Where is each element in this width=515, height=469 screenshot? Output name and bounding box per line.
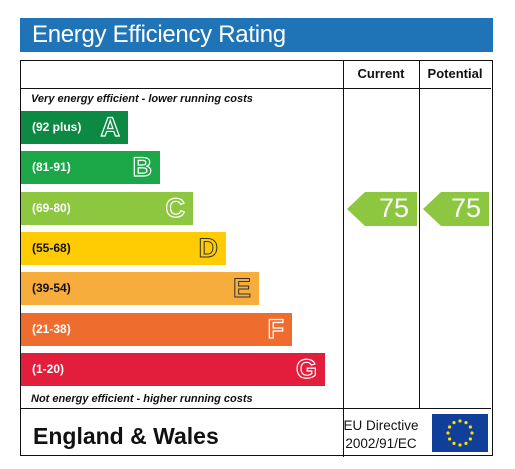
title-bar: Energy Efficiency Rating <box>20 18 493 52</box>
band-c: (69-80) C <box>21 191 193 225</box>
band-letter: G <box>295 353 317 384</box>
eu-star-icon <box>446 431 450 435</box>
column-divider <box>419 61 420 409</box>
band-e: (39-54) E <box>21 272 259 306</box>
potential-rating-arrow: 75 <box>423 192 489 226</box>
eu-star-icon <box>468 437 472 441</box>
eu-star-icon <box>452 421 456 425</box>
potential-arrow-shape <box>423 192 489 226</box>
eu-star-icon <box>448 437 452 441</box>
band-range-label: (39-54) <box>32 281 71 296</box>
eu-star-icon <box>464 441 468 445</box>
band-letter: A <box>100 111 121 142</box>
page-title: Energy Efficiency Rating <box>32 21 286 48</box>
potential-column-header: Potential <box>427 66 483 81</box>
row-divider <box>21 408 491 409</box>
current-rating-value: 75 <box>378 193 409 223</box>
eu-directive: EU Directive 2002/91/EC <box>333 417 429 453</box>
band-letter: C <box>165 192 186 223</box>
band-f: (21-38) F <box>21 312 292 346</box>
eu-star-icon <box>468 425 472 429</box>
band-b: (81-91) B <box>21 151 160 185</box>
eu-star-icon <box>452 441 456 445</box>
band-range-label: (81-91) <box>32 160 71 175</box>
band-range-label: (69-80) <box>32 200 71 215</box>
band-a: (92 plus) A <box>21 111 128 144</box>
band-range-label: (1-20) <box>32 361 65 376</box>
band-d: (55-68) D <box>21 231 226 265</box>
current-column-header: Current <box>357 66 405 81</box>
eu-star-icon <box>470 431 474 435</box>
column-divider <box>343 61 344 457</box>
eu-flag-icon <box>432 414 488 452</box>
band-letter: E <box>232 273 251 304</box>
current-rating-arrow: 75 <box>347 192 417 226</box>
top-note: Very energy efficient - lower running co… <box>31 93 253 105</box>
eu-star-icon <box>458 443 462 447</box>
bottom-note: Not energy efficient - higher running co… <box>31 393 253 405</box>
row-divider <box>21 88 491 89</box>
directive-line-2: 2002/91/EC <box>345 436 417 451</box>
potential-rating-value: 75 <box>450 193 481 223</box>
current-arrow-shape <box>347 192 417 226</box>
band-g: (1-20) G <box>21 352 325 386</box>
band-range-label: (92 plus) <box>32 120 82 134</box>
band-range-label: (55-68) <box>32 240 71 255</box>
eu-star-icon <box>448 425 452 429</box>
directive-line-1: EU Directive <box>343 418 419 433</box>
band-letter: F <box>267 313 285 344</box>
eu-star-icon <box>458 419 462 423</box>
band-range-label: (21-38) <box>32 321 71 336</box>
band-letter: B <box>132 152 153 183</box>
region-label: England & Wales <box>33 423 219 449</box>
eu-star-icon <box>464 421 468 425</box>
band-letter: D <box>198 232 218 263</box>
rating-table: Current Potential Very energy efficient … <box>20 60 493 457</box>
